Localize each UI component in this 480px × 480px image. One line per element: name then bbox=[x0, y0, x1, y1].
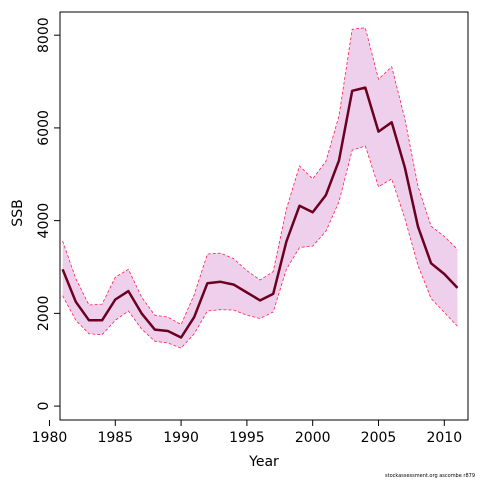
ssb-estimate-line bbox=[61, 86, 459, 339]
x-axis: 1980 1985 1990 1995 2000 2005 2010 bbox=[32, 420, 462, 446]
plot-frame bbox=[59, 11, 469, 421]
credit-text: stockassessment.org ascombe r879 bbox=[385, 473, 475, 479]
upper-bound-line bbox=[62, 27, 458, 326]
y-axis-title: SSB bbox=[10, 199, 26, 226]
confidence-band bbox=[62, 27, 458, 349]
band-fill bbox=[62, 27, 458, 349]
y-tick-label: 0 bbox=[36, 402, 52, 411]
y-axis: 0 2000 4000 6000 8000 bbox=[36, 17, 60, 411]
x-tick-label: 2010 bbox=[426, 430, 462, 446]
y-tick-label: 6000 bbox=[36, 110, 52, 146]
estimate-line bbox=[61, 86, 459, 339]
x-tick-label: 2000 bbox=[295, 430, 331, 446]
x-tick-label: 1990 bbox=[163, 430, 199, 446]
y-tick-label: 8000 bbox=[36, 17, 52, 53]
x-tick-label: 1980 bbox=[32, 430, 68, 446]
y-tick-label: 2000 bbox=[36, 296, 52, 332]
y-tick-label: 4000 bbox=[36, 203, 52, 239]
x-tick-label: 2005 bbox=[361, 430, 397, 446]
x-tick-label: 1985 bbox=[97, 430, 133, 446]
x-tick-label: 1995 bbox=[229, 430, 265, 446]
x-axis-title: Year bbox=[248, 454, 279, 470]
lower-bound-line bbox=[62, 145, 458, 349]
